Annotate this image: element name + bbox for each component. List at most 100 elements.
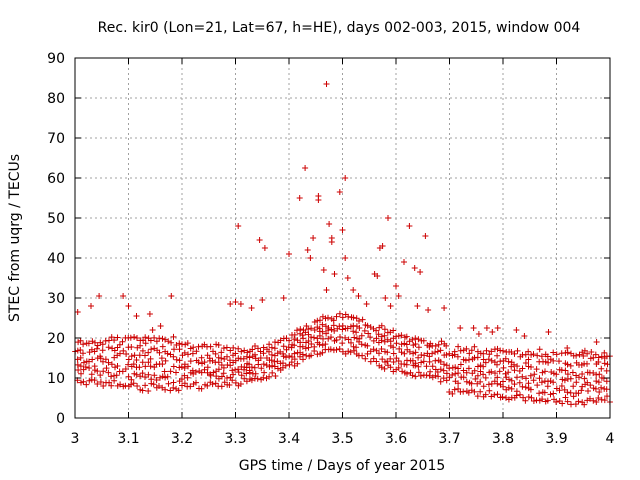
data-point xyxy=(117,350,123,357)
data-point xyxy=(472,376,479,382)
data-point xyxy=(198,369,205,376)
data-point xyxy=(486,387,493,394)
data-point xyxy=(418,359,425,366)
data-point xyxy=(376,350,382,357)
data-point xyxy=(181,361,188,368)
data-point xyxy=(585,388,591,394)
data-point xyxy=(561,377,568,384)
data-point xyxy=(319,321,326,328)
data-point xyxy=(500,364,507,371)
data-point xyxy=(415,369,422,376)
data-point xyxy=(363,301,370,307)
data-point xyxy=(528,394,535,401)
data-point xyxy=(379,243,386,249)
data-point xyxy=(558,383,565,389)
data-point xyxy=(505,369,512,376)
data-point xyxy=(105,359,112,366)
data-point xyxy=(80,341,87,348)
data-point xyxy=(212,350,219,357)
data-point xyxy=(339,314,346,321)
data-point xyxy=(130,380,137,387)
data-point xyxy=(147,337,154,344)
data-point xyxy=(538,379,545,386)
data-point xyxy=(553,371,560,378)
data-point xyxy=(525,356,532,363)
data-point xyxy=(99,341,106,348)
data-point xyxy=(432,343,439,349)
data-point xyxy=(315,197,322,203)
data-point xyxy=(227,362,234,369)
data-point xyxy=(350,343,357,350)
data-point xyxy=(176,340,183,347)
data-point xyxy=(499,394,506,400)
data-point xyxy=(511,361,517,368)
data-point xyxy=(564,345,571,351)
data-point xyxy=(488,368,495,375)
data-point xyxy=(207,343,214,350)
data-point xyxy=(536,375,543,382)
data-point xyxy=(528,364,534,370)
data-point xyxy=(581,401,588,408)
data-point xyxy=(302,345,309,352)
data-point xyxy=(587,382,594,389)
data-point xyxy=(494,391,501,398)
data-point xyxy=(266,363,273,370)
data-point xyxy=(77,354,84,361)
data-point xyxy=(220,370,227,377)
data-point xyxy=(446,389,453,395)
data-point xyxy=(603,367,610,374)
data-point xyxy=(437,347,444,354)
data-point xyxy=(308,325,315,332)
data-point xyxy=(241,347,248,354)
data-point xyxy=(598,353,605,360)
data-point xyxy=(595,379,602,386)
data-point xyxy=(538,353,545,360)
y-tick-label: 60 xyxy=(47,171,65,187)
data-point xyxy=(525,394,532,400)
data-point xyxy=(105,344,112,351)
data-point xyxy=(494,361,500,368)
data-point xyxy=(257,355,264,361)
data-point xyxy=(579,371,586,377)
data-point xyxy=(339,340,346,347)
data-point xyxy=(536,346,543,353)
data-point xyxy=(178,363,185,370)
data-point xyxy=(220,364,227,371)
data-point xyxy=(232,299,239,305)
x-tick-labels: 3 3.1 3.2 3.3 3.4 3.5 3.6 3.7 3.8 3.9 4 xyxy=(71,431,615,447)
data-point xyxy=(545,359,552,366)
data-point xyxy=(303,323,310,329)
data-point xyxy=(521,333,528,339)
data-point xyxy=(302,329,309,336)
data-point xyxy=(395,333,402,339)
data-point xyxy=(297,339,304,346)
data-point xyxy=(193,379,199,386)
y-tick-label: 90 xyxy=(47,51,65,67)
data-point xyxy=(150,381,157,388)
data-point xyxy=(514,347,521,354)
data-point xyxy=(176,346,183,353)
data-point xyxy=(525,348,532,355)
data-point xyxy=(296,195,303,201)
data-point xyxy=(232,350,239,357)
data-point xyxy=(125,303,132,309)
data-point xyxy=(350,287,357,293)
data-point xyxy=(603,378,610,385)
data-point xyxy=(379,356,386,363)
data-point xyxy=(373,327,380,334)
data-point xyxy=(328,326,335,333)
data-point xyxy=(601,397,608,404)
x-tick-label: 3.8 xyxy=(492,431,514,447)
data-point xyxy=(215,366,222,373)
data-point xyxy=(103,365,110,372)
data-point xyxy=(415,363,422,370)
data-point xyxy=(438,338,445,345)
data-point xyxy=(460,347,467,354)
grid-lines xyxy=(75,58,610,418)
data-point xyxy=(237,381,244,387)
data-point xyxy=(185,363,191,370)
data-point xyxy=(425,307,432,313)
data-point xyxy=(122,366,129,372)
data-point xyxy=(358,341,365,348)
